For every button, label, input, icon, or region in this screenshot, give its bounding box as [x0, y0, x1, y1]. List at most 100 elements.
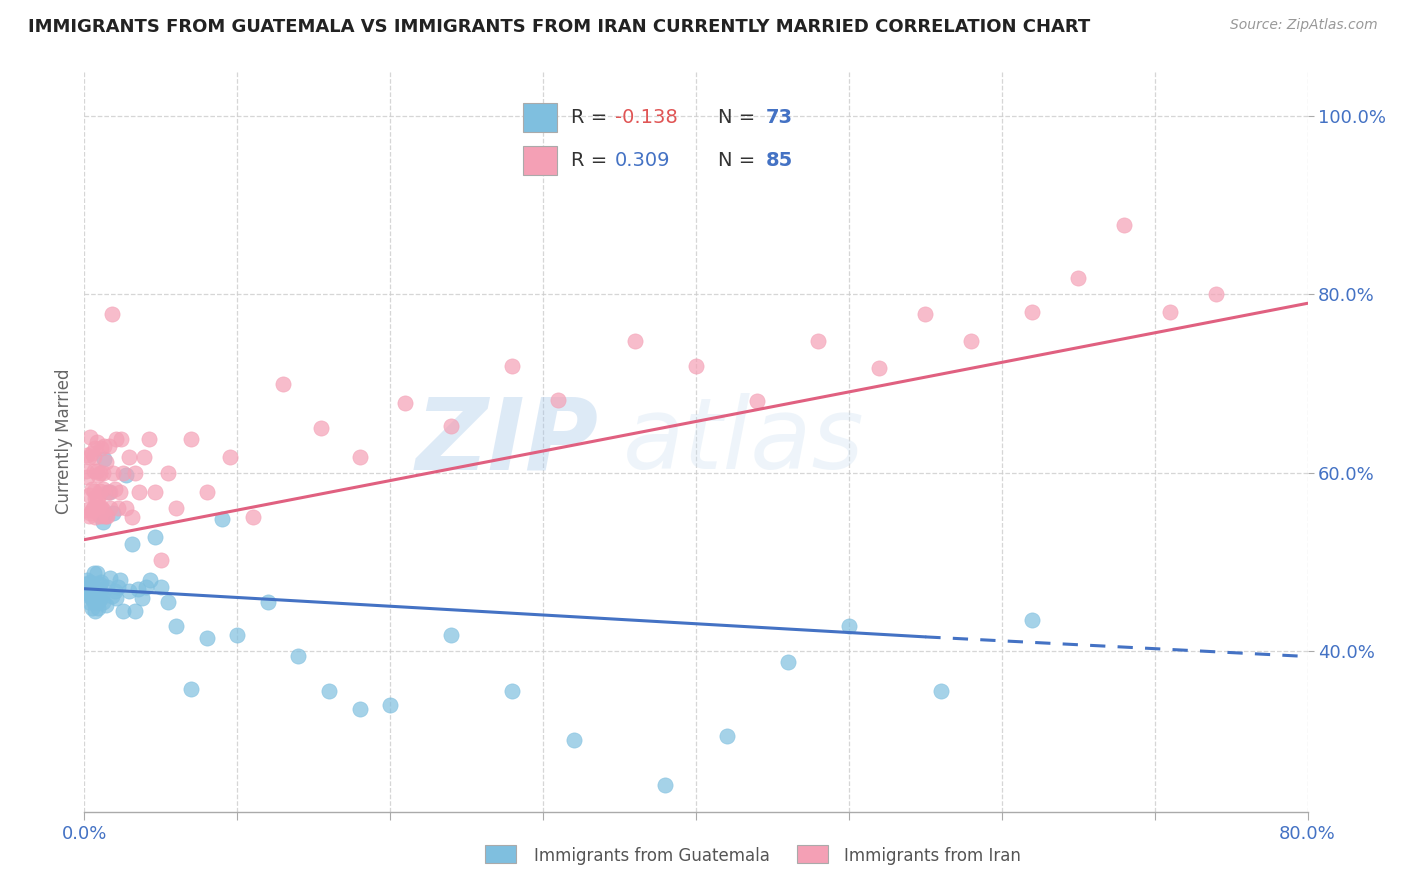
Point — [108, 573, 131, 587]
Point — [77, 508, 100, 523]
Point — [96, 580, 118, 594]
Point — [149, 553, 172, 567]
Point — [380, 698, 402, 712]
Point — [89, 483, 111, 498]
Point — [84, 510, 107, 524]
Point — [110, 432, 132, 446]
Point — [86, 491, 108, 505]
Point — [180, 681, 202, 696]
Point — [93, 452, 115, 467]
Point — [128, 485, 150, 500]
Point — [440, 628, 463, 642]
Point — [807, 334, 830, 348]
Point — [93, 508, 115, 523]
Point — [165, 501, 187, 516]
Point — [139, 573, 162, 587]
FancyBboxPatch shape — [797, 845, 828, 863]
Point — [83, 450, 105, 464]
Point — [80, 582, 103, 596]
Point — [624, 334, 647, 348]
Point — [76, 577, 98, 591]
Point — [157, 466, 180, 480]
Point — [157, 595, 180, 609]
Point — [195, 631, 218, 645]
Point — [1067, 271, 1090, 285]
Text: IMMIGRANTS FROM GUATEMALA VS IMMIGRANTS FROM IRAN CURRENTLY MARRIED CORRELATION : IMMIGRANTS FROM GUATEMALA VS IMMIGRANTS … — [28, 18, 1091, 36]
Point — [124, 466, 146, 480]
Point — [1205, 287, 1227, 301]
Point — [97, 485, 120, 500]
Point — [84, 441, 107, 455]
Point — [94, 455, 117, 469]
Point — [685, 359, 707, 373]
Point — [138, 432, 160, 446]
Point — [84, 491, 107, 505]
Point — [440, 419, 463, 434]
Point — [94, 598, 117, 612]
Point — [89, 508, 111, 523]
Point — [776, 655, 799, 669]
Y-axis label: Currently Married: Currently Married — [55, 368, 73, 515]
Point — [914, 307, 936, 321]
Point — [80, 482, 103, 496]
Point — [121, 537, 143, 551]
Point — [89, 501, 111, 516]
Point — [132, 450, 155, 464]
Point — [80, 601, 103, 615]
Point — [79, 574, 101, 589]
Point — [91, 482, 114, 496]
Point — [83, 464, 105, 478]
Point — [1021, 613, 1043, 627]
Point — [91, 515, 114, 529]
Point — [547, 392, 569, 407]
Point — [89, 592, 111, 607]
Point — [103, 466, 125, 480]
Point — [211, 512, 233, 526]
Point — [86, 464, 108, 478]
Text: ZIP: ZIP — [415, 393, 598, 490]
Point — [114, 467, 136, 482]
Point — [502, 359, 524, 373]
Point — [121, 510, 143, 524]
Point — [929, 684, 952, 698]
Point — [83, 483, 105, 498]
Point — [79, 506, 101, 520]
Point — [271, 376, 294, 391]
Point — [79, 583, 101, 598]
FancyBboxPatch shape — [485, 845, 516, 863]
Point — [87, 491, 110, 505]
Point — [97, 439, 120, 453]
Point — [101, 589, 124, 603]
Point — [89, 583, 111, 598]
Point — [80, 591, 103, 605]
Point — [94, 508, 117, 523]
Point — [149, 580, 172, 594]
Point — [101, 307, 124, 321]
Point — [86, 589, 108, 603]
Point — [111, 466, 134, 480]
Point — [90, 441, 112, 455]
Point — [195, 485, 218, 500]
Point — [716, 729, 738, 743]
Text: Immigrants from Iran: Immigrants from Iran — [844, 847, 1021, 865]
Point — [869, 360, 891, 375]
Point — [96, 485, 118, 500]
Point — [104, 482, 127, 496]
Point — [960, 334, 983, 348]
Point — [90, 500, 112, 514]
Point — [127, 582, 149, 596]
Point — [747, 394, 769, 409]
Text: atlas: atlas — [623, 393, 865, 490]
Point — [89, 577, 111, 591]
Point — [91, 503, 114, 517]
Point — [87, 595, 110, 609]
Point — [75, 582, 97, 596]
Point — [76, 470, 98, 484]
Point — [1159, 305, 1181, 319]
Point — [135, 580, 157, 594]
Point — [105, 432, 128, 446]
Point — [103, 506, 125, 520]
Point — [75, 464, 97, 478]
Point — [87, 601, 110, 615]
Point — [108, 485, 131, 500]
